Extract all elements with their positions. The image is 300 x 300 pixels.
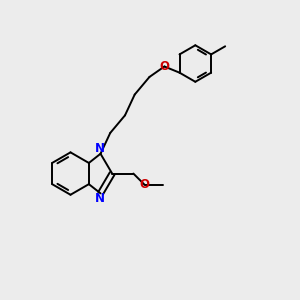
Text: O: O <box>140 178 150 191</box>
Text: O: O <box>159 60 170 73</box>
Text: N: N <box>94 142 105 155</box>
Text: N: N <box>94 192 105 205</box>
